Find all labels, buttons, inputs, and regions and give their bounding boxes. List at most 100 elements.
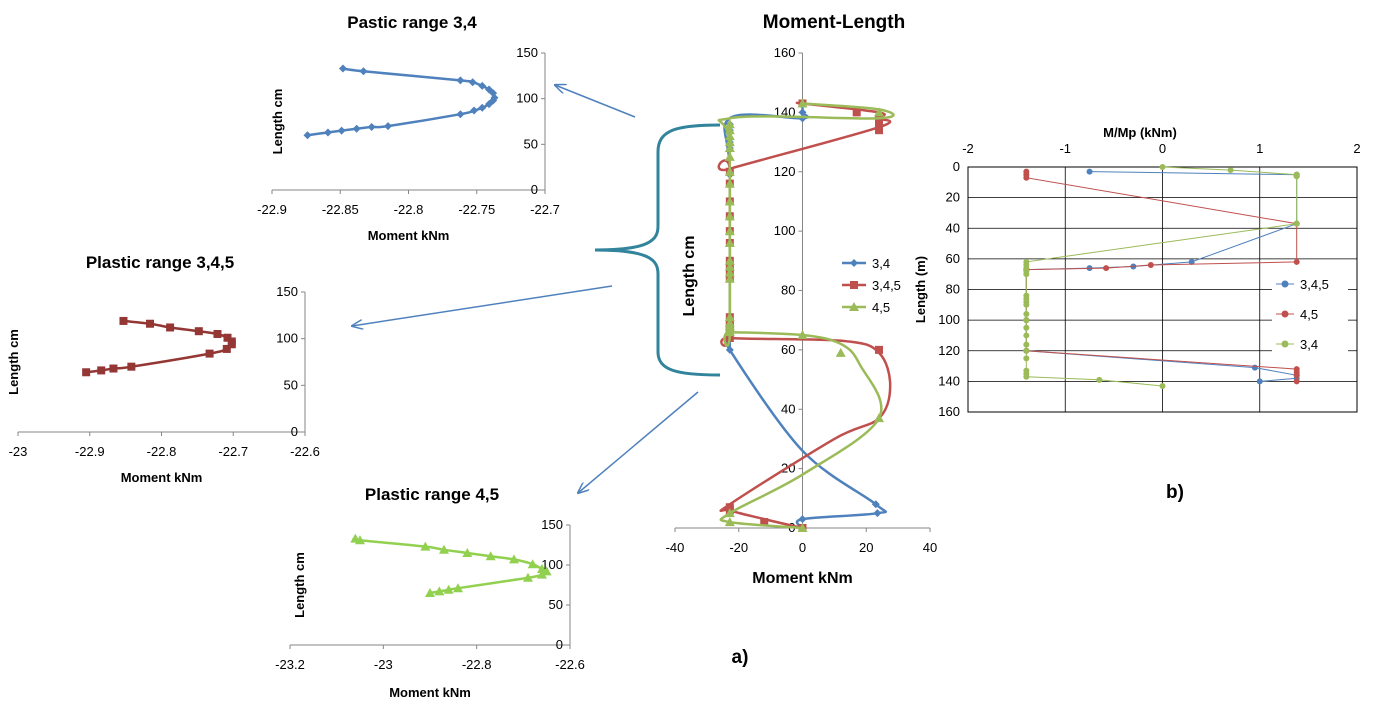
- data-point: [1023, 341, 1030, 348]
- figure-label-b: b): [1166, 482, 1184, 503]
- x-tick-label: -1: [1059, 141, 1071, 156]
- y-tick-label: 50: [549, 597, 563, 612]
- data-point: [875, 345, 883, 354]
- data-point: [874, 413, 884, 423]
- series-0: [723, 103, 888, 529]
- arrow-to-plastic-range-4-5: [578, 391, 699, 493]
- data-point: [725, 503, 734, 512]
- data-point: [509, 554, 519, 564]
- x-tick-label: 20: [859, 540, 873, 555]
- y-tick-label: 100: [276, 331, 298, 346]
- data-point: [213, 330, 222, 338]
- data-point: [874, 107, 884, 117]
- x-tick-label: -22.8: [462, 657, 492, 672]
- data-point: [798, 515, 807, 524]
- chart-title: M/Mp (kNm): [1103, 125, 1177, 140]
- y-tick-label: 100: [774, 223, 796, 238]
- x-tick-label: -22.6: [290, 444, 320, 459]
- data-point: [541, 566, 552, 576]
- chart-title: Plastic range 3,4,5: [86, 253, 234, 272]
- series-0: [350, 533, 552, 597]
- data-point: [456, 76, 465, 85]
- data-point: [443, 584, 454, 594]
- data-point: [724, 226, 735, 236]
- y-tick-label: 120: [938, 343, 960, 358]
- data-point: [223, 333, 232, 342]
- data-point: [724, 196, 735, 206]
- data-point: [1159, 382, 1166, 389]
- x-tick-label: -40: [666, 540, 685, 555]
- x-tick-label: -23: [374, 657, 393, 672]
- legend: 3,4,5 4,5 3,4: [1272, 274, 1348, 356]
- data-point: [797, 330, 808, 340]
- data-point: [166, 323, 175, 332]
- data-point: [871, 500, 880, 509]
- legend-label: 3,4,5: [1300, 277, 1329, 292]
- series-0: [82, 316, 236, 377]
- data-point: [724, 131, 735, 141]
- data-point: [1227, 167, 1234, 174]
- data-point: [1256, 378, 1263, 385]
- series-line: [86, 319, 234, 374]
- y-tick-label: 0: [953, 159, 960, 174]
- data-point: [724, 312, 735, 322]
- data-point: [523, 572, 533, 582]
- y-tick-label: 120: [774, 164, 796, 179]
- y-tick-label: 60: [781, 342, 795, 357]
- series-0: [303, 64, 499, 140]
- data-point: [227, 340, 236, 349]
- data-point: [724, 125, 735, 135]
- data-point: [1251, 364, 1258, 371]
- data-point: [1023, 271, 1030, 278]
- data-point: [420, 541, 431, 551]
- data-point: [127, 362, 136, 371]
- x-tick-label: -22.8: [394, 202, 424, 217]
- data-point: [798, 108, 807, 117]
- data-point: [1293, 258, 1300, 265]
- data-point: [1147, 262, 1154, 268]
- y-axis-label: Length cm: [270, 89, 285, 155]
- data-point: [1023, 355, 1030, 362]
- legend-label: 4,5: [1300, 307, 1318, 322]
- chart-title: Plastic range 4,5: [365, 485, 499, 504]
- data-point: [439, 544, 449, 554]
- y-tick-label: 0: [556, 637, 563, 652]
- series-2: [1023, 164, 1300, 389]
- data-point: [724, 261, 735, 271]
- data-point: [852, 108, 861, 117]
- x-tick-label: 0: [1159, 141, 1166, 156]
- x-tick-label: 0: [799, 540, 806, 555]
- data-point: [485, 100, 494, 109]
- arrow-to-plastic-range-3-4-5: [352, 285, 613, 326]
- data-point: [1023, 332, 1030, 339]
- data-point: [1023, 373, 1030, 380]
- data-point: [724, 211, 735, 221]
- series-line: [717, 102, 895, 530]
- data-point: [453, 583, 463, 593]
- data-point: [873, 509, 882, 518]
- data-point: [367, 122, 376, 131]
- legend-label: 3,4: [872, 256, 890, 271]
- y-tick-label: 140: [938, 373, 960, 388]
- data-point: [1023, 301, 1030, 308]
- data-point: [1188, 258, 1195, 265]
- data-point: [1293, 220, 1300, 227]
- legend-swatch-marker: [1281, 280, 1289, 288]
- legend: 3,4 3,4,5 4,5: [842, 256, 901, 315]
- x-tick-label: 2: [1353, 141, 1360, 156]
- series-line: [352, 537, 548, 595]
- data-point: [724, 166, 735, 176]
- arrow-to-plastic-range-3-4: [555, 85, 636, 118]
- data-point: [462, 548, 473, 557]
- x-tick-label: -22.9: [75, 444, 105, 459]
- data-point: [222, 344, 231, 353]
- data-point: [724, 137, 735, 147]
- x-axis-label: Moment kNm: [389, 685, 471, 700]
- x-tick-label: -22.8: [147, 444, 177, 459]
- x-tick-label: -22.85: [322, 202, 359, 217]
- data-point: [1086, 168, 1093, 175]
- data-point: [724, 238, 735, 247]
- legend-label: 4,5: [872, 300, 890, 315]
- y-axis-label: Length cm: [6, 329, 21, 395]
